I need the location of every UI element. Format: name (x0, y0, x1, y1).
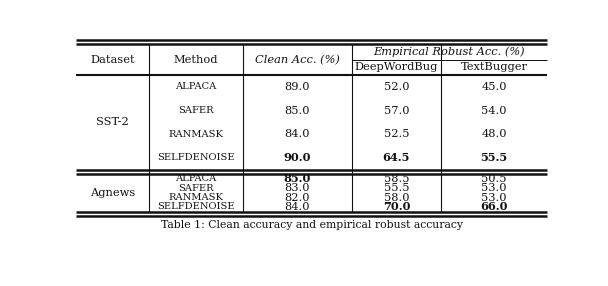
Text: 52.0: 52.0 (384, 82, 409, 92)
Text: Agnews: Agnews (89, 188, 135, 198)
Text: RANMASK: RANMASK (168, 130, 224, 139)
Text: SAFER: SAFER (178, 184, 214, 193)
Text: Method: Method (174, 55, 218, 65)
Text: 89.0: 89.0 (285, 82, 310, 92)
Text: 57.0: 57.0 (384, 106, 409, 116)
Text: SELFDENOISE: SELFDENOISE (157, 153, 235, 162)
Text: ALPACA: ALPACA (176, 82, 217, 92)
Text: 64.5: 64.5 (382, 152, 410, 163)
Text: 58.5: 58.5 (384, 174, 409, 184)
Text: 70.0: 70.0 (382, 201, 410, 212)
Text: 52.5: 52.5 (384, 129, 409, 139)
Text: 55.5: 55.5 (480, 152, 508, 163)
Text: 54.0: 54.0 (481, 106, 506, 116)
Text: ALPACA: ALPACA (176, 174, 217, 183)
Text: 58.0: 58.0 (384, 192, 409, 202)
Text: 90.0: 90.0 (284, 152, 311, 163)
Text: 50.5: 50.5 (481, 174, 506, 184)
Text: 84.0: 84.0 (285, 129, 310, 139)
Text: Dataset: Dataset (90, 55, 134, 65)
Text: DeepWordBug: DeepWordBug (354, 62, 438, 72)
Text: 83.0: 83.0 (285, 183, 310, 193)
Text: 66.0: 66.0 (480, 201, 508, 212)
Text: Empirical Robust Acc. (%): Empirical Robust Acc. (%) (373, 47, 525, 57)
Text: RANMASK: RANMASK (168, 193, 224, 202)
Text: Clean Acc. (%): Clean Acc. (%) (255, 55, 340, 65)
Text: SST-2: SST-2 (96, 118, 129, 127)
Text: SAFER: SAFER (178, 106, 214, 115)
Text: 85.0: 85.0 (284, 173, 311, 184)
Text: Table 1: Clean accuracy and empirical robust accuracy: Table 1: Clean accuracy and empirical ro… (161, 221, 463, 231)
Text: TextBugger: TextBugger (460, 62, 528, 72)
Text: SELFDENOISE: SELFDENOISE (157, 202, 235, 211)
Text: 48.0: 48.0 (481, 129, 506, 139)
Text: 55.5: 55.5 (384, 183, 409, 193)
Text: 82.0: 82.0 (285, 192, 310, 202)
Text: 84.0: 84.0 (285, 202, 310, 212)
Text: 53.0: 53.0 (481, 192, 506, 202)
Text: 45.0: 45.0 (481, 82, 506, 92)
Text: 53.0: 53.0 (481, 183, 506, 193)
Text: 85.0: 85.0 (285, 106, 310, 116)
